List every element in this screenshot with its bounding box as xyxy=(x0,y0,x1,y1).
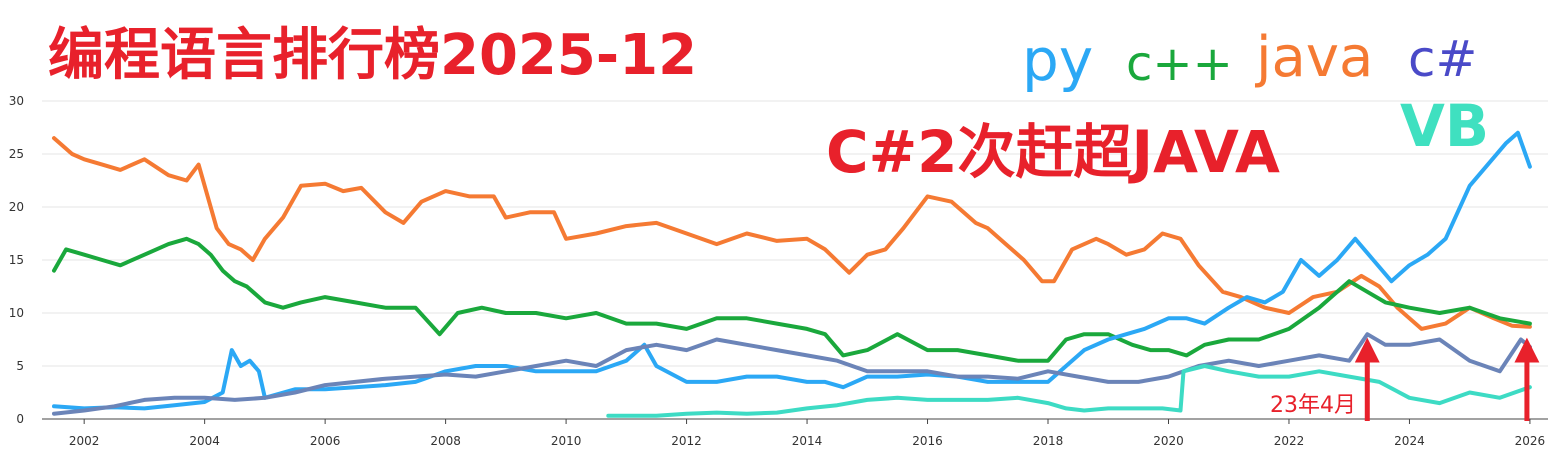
y-tick-label-0: 0 xyxy=(16,412,24,426)
x-tick-label-2016: 2016 xyxy=(912,434,943,448)
series-line-py xyxy=(52,130,1532,411)
x-tick-label-2026: 2026 xyxy=(1515,434,1546,448)
x-tick-label-2024: 2024 xyxy=(1394,434,1425,448)
x-tick-label-2022: 2022 xyxy=(1274,434,1305,448)
x-tick-label-2002: 2002 xyxy=(69,434,100,448)
x-axis: 2002 2004 2006 2008 2010 2012 2014 2016 2018 2020… xyxy=(42,418,1548,448)
grid-lines xyxy=(42,100,1548,367)
chart-title: 编程语言排行榜2025-12 xyxy=(48,23,697,88)
y-tick-label-20: 20 xyxy=(9,200,24,214)
x-tick-label-2006: 2006 xyxy=(310,434,341,448)
x-tick-label-2020: 2020 xyxy=(1153,434,1184,448)
legend-label-vb: VB xyxy=(1400,92,1489,160)
x-tick-label-2008: 2008 xyxy=(430,434,461,448)
series-line-cpp xyxy=(52,236,1532,363)
series-line-java xyxy=(52,136,1532,331)
y-tick-label-5: 5 xyxy=(16,359,24,373)
marker-label-2023-04: 23年4月 xyxy=(1270,393,1356,418)
x-tick-label-2004: 2004 xyxy=(189,434,220,448)
series-line-VB xyxy=(606,364,1532,418)
series-lines xyxy=(52,130,1532,418)
x-tick-label-2018: 2018 xyxy=(1033,434,1064,448)
y-tick-label-15: 15 xyxy=(9,253,24,267)
series-line-csharp xyxy=(52,332,1532,416)
x-tick-label-2014: 2014 xyxy=(792,434,823,448)
legend-label-cpp: c++ xyxy=(1126,36,1233,92)
legend-label-csharp: c# xyxy=(1408,30,1477,88)
legend-label-py: py xyxy=(1022,26,1093,94)
y-axis: 0 5 10 15 20 25 30 xyxy=(9,94,24,426)
legend-label-java: java xyxy=(1254,25,1373,90)
y-tick-label-25: 25 xyxy=(9,147,24,161)
headline-annotation: C#2次赶超JAVA xyxy=(826,118,1280,186)
y-tick-label-10: 10 xyxy=(9,306,24,320)
arrow-annotations xyxy=(1354,337,1540,421)
x-tick-label-2010: 2010 xyxy=(551,434,582,448)
y-tick-label-30: 30 xyxy=(9,94,24,108)
x-tick-label-2012: 2012 xyxy=(671,434,702,448)
